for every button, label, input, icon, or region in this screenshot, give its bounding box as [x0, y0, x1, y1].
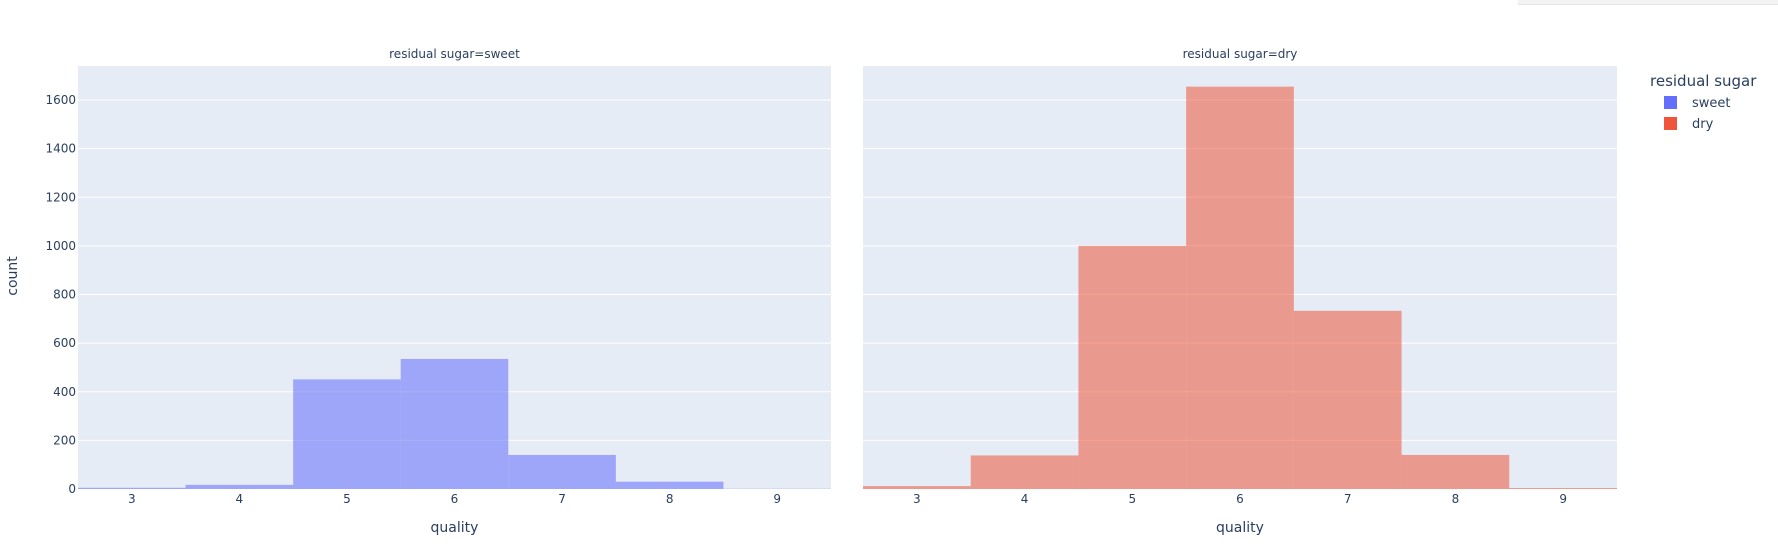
x-tick-label: 5 — [343, 492, 351, 506]
legend[interactable]: residual sugar sweet dry — [1650, 72, 1757, 132]
bar-dry-7[interactable] — [1293, 310, 1402, 489]
x-tick-label: 4 — [1021, 492, 1029, 506]
facet-title: residual sugar=sweet — [389, 47, 520, 61]
x-tick-label: 4 — [236, 492, 244, 506]
bar-sweet-4[interactable] — [185, 484, 294, 489]
bar-dry-8[interactable] — [1401, 454, 1510, 489]
y-tick-label: 1400 — [45, 142, 76, 156]
y-tick-label: 200 — [53, 433, 76, 447]
facet-title: residual sugar=dry — [1183, 47, 1298, 61]
bar-dry-3[interactable] — [863, 486, 971, 489]
x-tick-label: 5 — [1128, 492, 1136, 506]
legend-item-sweet[interactable]: sweet — [1664, 96, 1731, 111]
y-tick-label: 800 — [53, 288, 76, 302]
x-tick-label: 8 — [1452, 492, 1460, 506]
x-tick-label: 3 — [128, 492, 136, 506]
x-tick-label: 3 — [913, 492, 921, 506]
y-tick-label: 1200 — [45, 190, 76, 204]
x-axis-title: quality — [1216, 520, 1264, 536]
modebar[interactable] — [1518, 0, 1778, 5]
y-tick-label: 1000 — [45, 239, 76, 253]
bar-sweet-7[interactable] — [508, 454, 616, 489]
x-tick-label: 8 — [666, 492, 674, 506]
legend-swatch — [1664, 96, 1677, 109]
x-tick-label: 7 — [1344, 492, 1352, 506]
bar-dry-9[interactable] — [1509, 488, 1617, 489]
legend-title: residual sugar — [1650, 72, 1757, 90]
bar-sweet-5[interactable] — [293, 379, 401, 489]
bar-sweet-3[interactable] — [78, 487, 186, 489]
legend-item-dry[interactable]: dry — [1664, 117, 1714, 132]
legend-label: dry — [1692, 117, 1714, 132]
x-axis-title: quality — [431, 520, 479, 536]
y-tick-label: 400 — [53, 385, 76, 399]
y-tick-label: 600 — [53, 336, 76, 350]
bar-dry-5[interactable] — [1078, 245, 1187, 489]
legend-label: sweet — [1692, 96, 1731, 111]
y-tick-label: 1600 — [45, 93, 76, 107]
x-tick-label: 9 — [773, 492, 781, 506]
bar-sweet-6[interactable] — [400, 358, 509, 489]
bar-dry-6[interactable] — [1186, 86, 1294, 490]
x-tick-label: 7 — [558, 492, 566, 506]
x-tick-label: 9 — [1559, 492, 1567, 506]
y-axis-title: count — [5, 256, 21, 296]
y-tick-label: 0 — [68, 482, 76, 496]
legend-swatch — [1664, 117, 1677, 130]
x-tick-label: 6 — [451, 492, 459, 506]
bar-sweet-8[interactable] — [615, 481, 724, 489]
facet-1: residual sugar=sweet 3 4 5 6 7 8 9 quality 0 200 40… — [45, 47, 831, 536]
bar-dry-4[interactable] — [970, 455, 1079, 489]
x-tick-label: 6 — [1236, 492, 1244, 506]
facet-2: residual sugar=dry 3 4 5 6 7 8 9 quality — [863, 47, 1617, 536]
